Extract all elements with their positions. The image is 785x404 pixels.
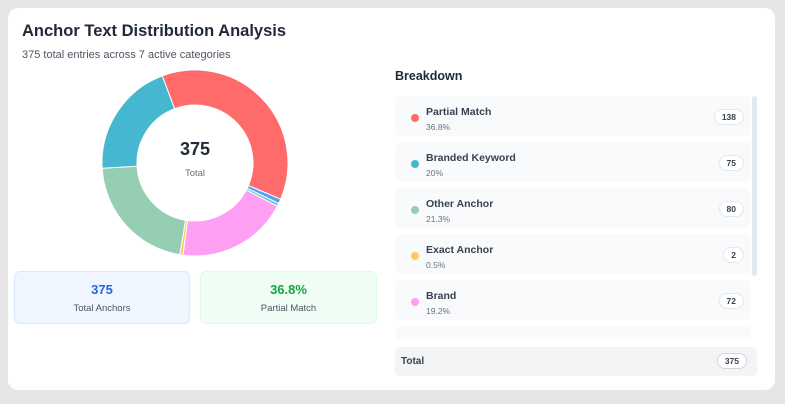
breakdown-item-partial[interactable] xyxy=(395,326,751,339)
breakdown-item-count: 75 xyxy=(718,155,744,171)
breakdown-title: Breakdown xyxy=(395,69,463,83)
donut-svg xyxy=(101,69,289,257)
breakdown-item-brand[interactable]: Brand 19.2% 72 xyxy=(395,280,751,320)
page-title: Anchor Text Distribution Analysis xyxy=(22,22,287,40)
total-label: Total xyxy=(401,356,425,367)
color-dot-icon xyxy=(411,252,419,260)
total-anchors-stat: 375 Total Anchors xyxy=(14,271,190,324)
partial-match-value: 36.8% xyxy=(270,281,307,297)
donut-slice-6[interactable] xyxy=(101,75,176,169)
breakdown-item-partial-match[interactable]: Partial Match 36.8% 138 xyxy=(395,96,751,136)
breakdown-item-other-anchor[interactable]: Other Anchor 21.3% 80 xyxy=(395,188,751,228)
breakdown-item-percent: 19.2% xyxy=(426,306,451,316)
breakdown-item-name: Partial Match xyxy=(426,106,492,118)
donut-slice-3[interactable] xyxy=(182,189,278,257)
breakdown-scrollbar[interactable] xyxy=(752,96,757,276)
breakdown-total-row: Total 375 xyxy=(395,347,757,376)
breakdown-item-count: 80 xyxy=(718,201,744,217)
breakdown-item-percent: 0.5% xyxy=(426,260,446,270)
breakdown-item-count: 72 xyxy=(718,293,744,309)
breakdown-item-percent: 20% xyxy=(426,168,444,178)
partial-match-stat: 36.8% Partial Match xyxy=(200,271,377,324)
color-dot-icon xyxy=(411,206,419,214)
breakdown-item-percent: 36.8% xyxy=(426,122,451,132)
total-anchors-value: 375 xyxy=(91,281,113,297)
color-dot-icon xyxy=(411,298,419,306)
breakdown-item-exact-anchor[interactable]: Exact Anchor 0.5% 2 xyxy=(395,234,751,274)
breakdown-item-count: 2 xyxy=(723,247,744,263)
breakdown-item-name: Branded Keyword xyxy=(426,152,516,164)
color-dot-icon xyxy=(411,160,419,168)
breakdown-item-name: Brand xyxy=(426,290,457,302)
donut-chart: 375 Total xyxy=(101,69,289,257)
donut-slice-0[interactable] xyxy=(161,69,289,200)
breakdown-item-name: Exact Anchor xyxy=(426,244,494,256)
breakdown-list[interactable]: Partial Match 36.8% 138 Branded Keyword … xyxy=(395,96,751,339)
color-dot-icon xyxy=(411,114,419,122)
donut-slice-5[interactable] xyxy=(101,165,187,256)
total-anchors-label: Total Anchors xyxy=(73,302,131,314)
page-subtitle: 375 total entries across 7 active catego… xyxy=(22,49,231,61)
breakdown-item-count: 138 xyxy=(713,109,744,125)
breakdown-item-name: Other Anchor xyxy=(426,198,494,210)
breakdown-item-percent: 21.3% xyxy=(426,214,451,224)
breakdown-item-branded-keyword[interactable]: Branded Keyword 20% 75 xyxy=(395,142,751,182)
partial-match-label: Partial Match xyxy=(260,302,317,314)
total-value: 375 xyxy=(716,353,747,369)
